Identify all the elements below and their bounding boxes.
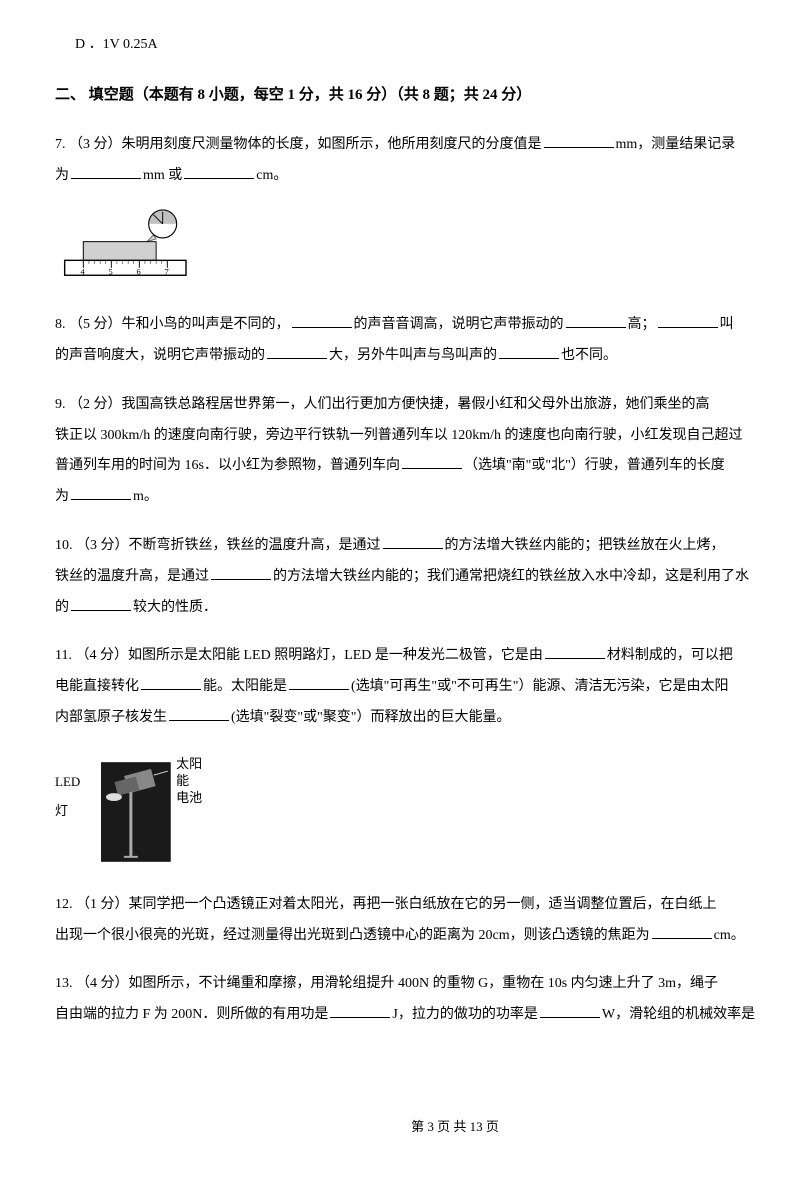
q10-line3-prefix: 的 — [55, 600, 69, 615]
q8-blank-3[interactable] — [658, 312, 718, 328]
q10-blank-3[interactable] — [71, 595, 131, 611]
q7-blank-3[interactable] — [184, 163, 254, 179]
q8-blank-1[interactable] — [292, 312, 352, 328]
q10-blank-1[interactable] — [383, 533, 443, 549]
led-label-left: LED 灯 — [55, 768, 96, 825]
q11-blank-4[interactable] — [169, 705, 229, 721]
q13-line2-prefix: 自由端的拉力 F 为 200N．则所做的有用功是 — [55, 1007, 328, 1022]
q13-blank-1[interactable] — [330, 1002, 390, 1018]
q9-blank-2[interactable] — [71, 484, 131, 500]
option-d: D ．1V 0.25A — [55, 30, 800, 61]
q10-line3-suffix: 较大的性质． — [133, 600, 217, 615]
q8-part5: 也不同。 — [561, 348, 617, 363]
q10-line2-suffix: 的方法增大铁丝内能的；我们通常把烧红的铁丝放入水中冷却，这是利用了水 — [273, 569, 749, 584]
q8-blank-2[interactable] — [566, 312, 626, 328]
q9-line3-prefix: 普通列车用的时间为 16s．以小红为参照物，普通列车向 — [55, 458, 400, 473]
q7-blank-2[interactable] — [71, 163, 141, 179]
led-figure: LED 灯 太阳能电池 — [55, 752, 215, 872]
q7-text-1: 7. （3 分）朱明用刻度尺测量物体的长度，如图所示，他所用刻度尺的分度值是 — [55, 137, 542, 152]
page-footer: 第 3 页 共 13 页 — [55, 1113, 800, 1142]
q13-line2-mid: J，拉力的做功的功率是 — [392, 1007, 537, 1022]
q9-blank-1[interactable] — [402, 453, 462, 469]
q7-unit-2: mm 或 — [143, 168, 182, 183]
svg-text:7: 7 — [165, 268, 169, 277]
q11-line1-prefix: 11. （4 分）如图所示是太阳能 LED 照明路灯，LED 是一种发光二极管，… — [55, 648, 543, 663]
svg-text:6: 6 — [137, 268, 141, 277]
q10-line2-prefix: 铁丝的温度升高，是通过 — [55, 569, 209, 584]
q9-line1: 9. （2 分）我国高铁总路程居世界第一，人们出行更加方便快捷，暑假小红和父母外… — [55, 397, 710, 412]
q9-line3-mid: （选填"南"或"北"）行驶，普通列车的长度 — [464, 458, 725, 473]
question-13: 13. （4 分）如图所示，不计绳重和摩擦，用滑轮组提升 400N 的重物 G，… — [55, 969, 800, 1031]
q8-blank-4[interactable] — [267, 343, 327, 359]
q7-line2-prefix: 为 — [55, 168, 69, 183]
q9-line2: 铁正以 300km/h 的速度向南行驶，旁边平行铁轨一列普通列车以 120km/… — [55, 428, 743, 443]
q8-line2-prefix: 的声音响度大，说明它声带振动的 — [55, 348, 265, 363]
q7-blank-1[interactable] — [544, 132, 614, 148]
q9-line4-prefix: 为 — [55, 489, 69, 504]
q13-line2-suffix: W，滑轮组的机械效率是 — [602, 1007, 755, 1022]
q7-unit-1: mm，测量结果记录 — [616, 137, 736, 152]
q8-part4: 大，另外牛叫声与鸟叫声的 — [329, 348, 497, 363]
q11-blank-3[interactable] — [289, 674, 349, 690]
q10-line1-prefix: 10. （3 分）不断弯折铁丝，铁丝的温度升高，是通过 — [55, 538, 381, 553]
q12-line2-suffix: cm。 — [714, 928, 745, 943]
question-8: 8. （5 分）牛和小鸟的叫声是不同的， 的声音音调高，说明它声带振动的 高； 叫 的… — [55, 310, 800, 372]
q8-part2: 高； — [628, 317, 656, 332]
q11-line1-suffix: 材料制成的，可以把 — [607, 648, 733, 663]
q11-line2-mid: 能。太阳能是 — [203, 679, 287, 694]
q11-line3-suffix: (选填"裂变"或"聚变"）而释放出的巨大能量。 — [231, 710, 511, 725]
q13-line1: 13. （4 分）如图所示，不计绳重和摩擦，用滑轮组提升 400N 的重物 G，… — [55, 976, 718, 991]
q11-line3-prefix: 内部氢原子核发生 — [55, 710, 167, 725]
q11-blank-2[interactable] — [141, 674, 201, 690]
q8-prefix: 8. （5 分）牛和小鸟的叫声是不同的， — [55, 317, 290, 332]
question-12: 12. （1 分）某同学把一个凸透镜正对着太阳光，再把一张白纸放在它的另一侧，适… — [55, 890, 800, 952]
q9-line4-suffix: m。 — [133, 489, 158, 504]
svg-text:5: 5 — [109, 268, 113, 277]
q10-blank-2[interactable] — [211, 564, 271, 580]
question-9: 9. （2 分）我国高铁总路程居世界第一，人们出行更加方便快捷，暑假小红和父母外… — [55, 390, 800, 513]
question-10: 10. （3 分）不断弯折铁丝，铁丝的温度升高，是通过 的方法增大铁丝内能的；把铁… — [55, 531, 800, 623]
q12-line2-prefix: 出现一个很小很亮的光斑，经过测量得出光斑到凸透镜中心的距离为 20cm，则该凸透… — [55, 928, 650, 943]
q12-line1: 12. （1 分）某同学把一个凸透镜正对着太阳光，再把一张白纸放在它的另一侧，适… — [55, 897, 717, 912]
q8-part3: 叫 — [720, 317, 734, 332]
q13-blank-2[interactable] — [540, 1002, 600, 1018]
q8-part1: 的声音音调高，说明它声带振动的 — [354, 317, 564, 332]
q11-line2-suffix: (选填"可再生"或"不可再生"）能源、清洁无污染，它是由太阳 — [351, 679, 729, 694]
q7-unit-3: cm。 — [256, 168, 287, 183]
q12-blank-1[interactable] — [652, 923, 712, 939]
q11-line2-prefix: 电能直接转化 — [55, 679, 139, 694]
q8-blank-5[interactable] — [499, 343, 559, 359]
q10-line1-suffix: 的方法增大铁丝内能的；把铁丝放在火上烤， — [445, 538, 725, 553]
led-label-right: 太阳能电池 — [176, 756, 215, 807]
question-11: 11. （4 分）如图所示是太阳能 LED 照明路灯，LED 是一种发光二极管，… — [55, 641, 800, 733]
ruler-figure: 4 5 6 7 — [55, 209, 800, 292]
question-7: 7. （3 分）朱明用刻度尺测量物体的长度，如图所示，他所用刻度尺的分度值是 mm… — [55, 130, 800, 192]
q11-blank-1[interactable] — [545, 643, 605, 659]
section-2-title: 二、 填空题（本题有 8 小题，每空 1 分，共 16 分）（共 8 题；共 2… — [55, 79, 800, 112]
